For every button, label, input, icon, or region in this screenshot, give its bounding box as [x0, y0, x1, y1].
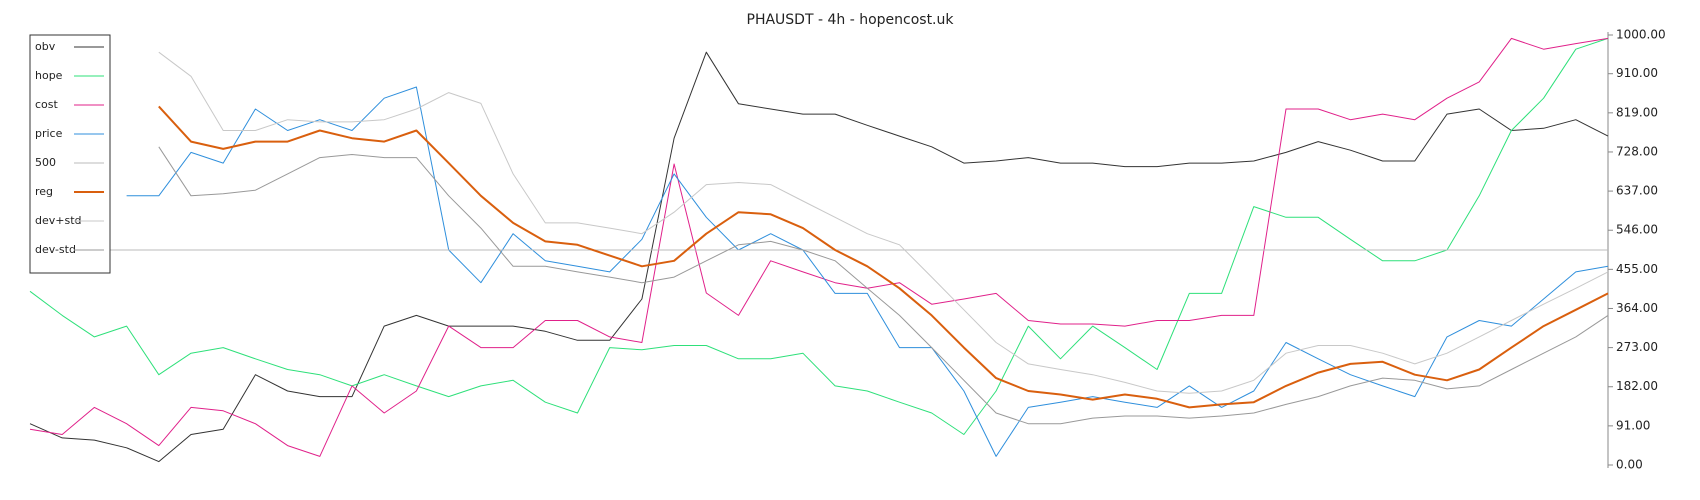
series-line	[29, 37, 1609, 457]
legend-label: 500	[35, 156, 56, 169]
y-tick-label: 910.00	[1616, 66, 1658, 80]
series-line	[29, 51, 1609, 463]
series-line	[158, 146, 1609, 425]
legend-label: obv	[35, 40, 56, 53]
chart-title: PHAUSDT - 4h - hopencost.uk	[747, 12, 955, 28]
legend-label: dev-std	[35, 243, 76, 256]
y-tick-label: 0.00	[1616, 458, 1643, 472]
y-tick-label: 546.00	[1616, 223, 1658, 237]
legend-label: dev+std	[35, 214, 82, 227]
y-tick-label: 182.00	[1616, 379, 1658, 393]
y-tick-label: 364.00	[1616, 301, 1658, 315]
legend: obv hope cost price 500 reg dev+std dev-std	[29, 34, 111, 274]
legend-box	[29, 34, 111, 274]
legend-label: reg	[35, 185, 53, 198]
y-tick-label: 455.00	[1616, 262, 1658, 276]
y-tick-label: 819.00	[1616, 105, 1658, 119]
series-line	[158, 105, 1609, 409]
y-tick-label: 728.00	[1616, 144, 1658, 158]
y-tick-label: 91.00	[1616, 418, 1650, 432]
y-tick-label: 637.00	[1616, 184, 1658, 198]
series-line	[126, 86, 1609, 457]
legend-label: price	[35, 127, 63, 140]
series-line	[158, 51, 1609, 394]
series-line	[29, 37, 1609, 435]
legend-label: cost	[35, 98, 59, 111]
y-tick-label: 273.00	[1616, 340, 1658, 354]
legend-label: hope	[35, 69, 63, 82]
y-tick-label: 1000.00	[1616, 28, 1666, 42]
